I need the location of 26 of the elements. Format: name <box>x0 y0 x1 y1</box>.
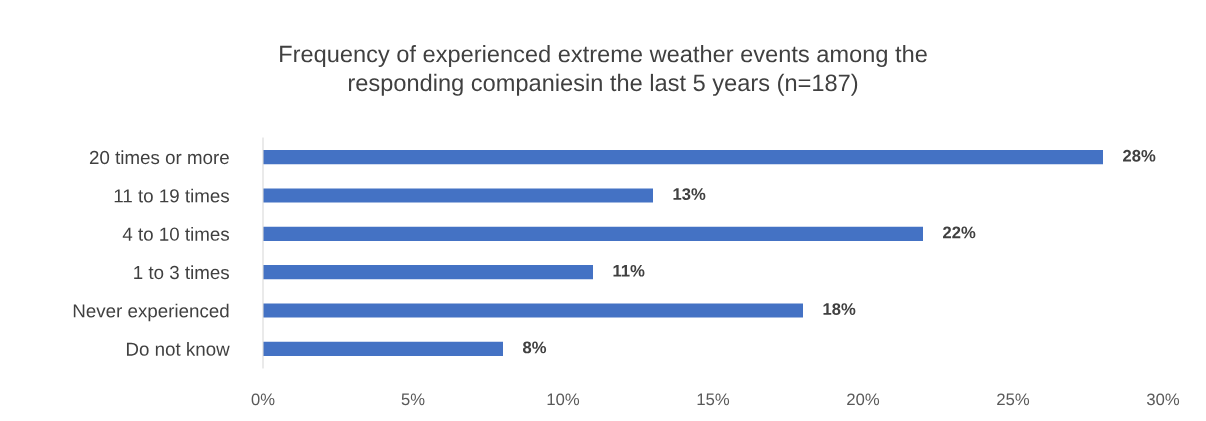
bar <box>263 150 1103 165</box>
y-tick-label: 1 to 3 times <box>134 265 229 280</box>
chart-title: Frequency of experienced extreme weather events among the responding companiesin the last 5 years (n=187) <box>280 45 927 96</box>
y-tick-label: 11 to 19 times <box>114 188 229 203</box>
y-tick-label: Do not know <box>126 342 230 356</box>
y-tick-label: Never experienced <box>73 303 229 322</box>
data-label: 18% <box>823 303 856 315</box>
bar <box>263 188 653 203</box>
y-tick-label: 20 times or more <box>89 150 229 165</box>
bar <box>263 265 593 280</box>
data-label: 13% <box>673 188 706 200</box>
x-tick-label: 0% <box>251 393 275 406</box>
x-tick-label: 20% <box>847 393 880 406</box>
x-tick-label: 10% <box>547 393 580 406</box>
data-label: 11% <box>613 264 645 277</box>
data-label: 22% <box>943 226 976 239</box>
data-label: 28% <box>1123 149 1156 162</box>
bar <box>263 226 923 241</box>
x-tick-label: 5% <box>401 393 425 406</box>
bar <box>263 341 503 356</box>
y-tick-label: 4 to 10 times <box>122 227 229 241</box>
x-tick-label: 25% <box>997 393 1030 406</box>
data-label: 8% <box>522 341 547 354</box>
bar <box>263 303 803 318</box>
x-tick-label: 30% <box>1146 393 1180 406</box>
x-tick-label: 15% <box>697 393 730 406</box>
